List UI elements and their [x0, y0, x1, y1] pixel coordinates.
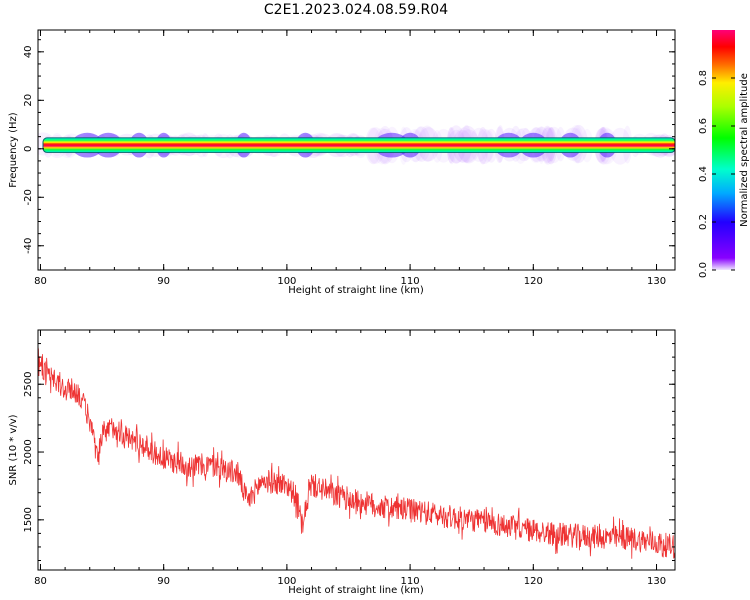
colorbar-tick-label: 0.6 [698, 118, 709, 134]
colorbar-tick-label: 0.4 [698, 166, 709, 182]
spectrogram-xtick-label: 90 [157, 276, 170, 287]
snr-series-line [38, 346, 675, 559]
snr-ytick-label: 2500 [23, 372, 34, 397]
colorbar-tick-label: 0.2 [698, 214, 709, 230]
spectrogram-ylabel: Frequency (Hz) [8, 112, 19, 188]
snr-line-group [38, 346, 675, 559]
snr-xtick-label: 110 [401, 576, 420, 587]
spectrogram-ytick-label: -20 [23, 189, 34, 205]
spectrogram-band-core [42, 137, 675, 153]
spectrogram-xtick-label: 120 [524, 276, 543, 287]
colorbar-ticks: 0.0 0.2 0.4 0.6 0.8 [698, 70, 735, 278]
snr-xlabel: Height of straight line (km) [288, 585, 424, 596]
spectrogram-xtick-label: 110 [401, 276, 420, 287]
colorbar-tick-label: 0.8 [698, 70, 709, 86]
spectrogram-ytick-label: 0 [23, 146, 34, 152]
spectrogram-xlabel: Height of straight line (km) [288, 285, 424, 296]
spectrogram-frame [37, 29, 676, 271]
colorbar-tick-label: 0.0 [698, 262, 709, 278]
snr-ytick-label: 2000 [23, 439, 34, 464]
spectrogram-ytick-label: 20 [23, 94, 34, 107]
spectrogram-band [42, 137, 675, 153]
snr-panel: 80 90 100 110 120 130 1500 2000 2500 Height of s… [8, 329, 676, 596]
spectrogram-ytick-label: 40 [23, 45, 34, 58]
snr-frame [37, 329, 676, 571]
spectrogram-xtick-label: 130 [647, 276, 666, 287]
snr-ylabel: SNR (10 * v/v) [8, 414, 19, 485]
snr-xtick-label: 100 [277, 576, 296, 587]
snr-xtick-label: 80 [34, 576, 47, 587]
spectrogram-ytick-label: -40 [23, 238, 34, 254]
colorbar: 0.0 0.2 0.4 0.6 0.8 Normalized spectral ampl… [698, 30, 750, 278]
snr-xtick-label: 120 [524, 576, 543, 587]
snr-xtick-label: 90 [157, 576, 170, 587]
spectrogram-xtick-label: 100 [277, 276, 296, 287]
snr-ytick-label: 1500 [23, 507, 34, 532]
colorbar-gradient [712, 30, 735, 270]
figure-title: C2E1.2023.024.08.59.R04 [263, 2, 449, 18]
colorbar-label: Normalized spectral amplitude [739, 73, 750, 227]
spectrogram-panel: 80 90 100 110 120 130 40 20 0 -20 -40 Height of st… [8, 29, 676, 296]
snr-xtick-label: 130 [647, 576, 666, 587]
spectrogram-xtick-label: 80 [34, 276, 47, 287]
spectrogram-ticks: 80 90 100 110 120 130 40 20 0 -20 -40 [23, 30, 675, 287]
